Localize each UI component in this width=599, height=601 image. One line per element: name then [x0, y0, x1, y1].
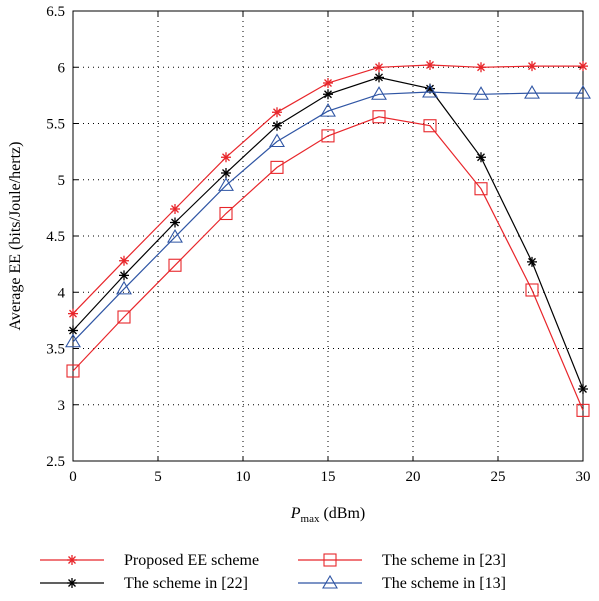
- series-line: [72, 76, 584, 390]
- data-point: [323, 78, 333, 88]
- data-point: [117, 310, 131, 324]
- data-point: [578, 384, 588, 394]
- y-tick-label: 5.5: [46, 117, 65, 133]
- data-point: [527, 256, 537, 267]
- series-line: [72, 116, 584, 411]
- axis-ticks: 0 5 10 15 20 25 30 2.5 3 3.5 4 4.5 5 5.5 6 6.5: [46, 4, 590, 485]
- data-point: [221, 152, 231, 163]
- y-tick-label: 5: [58, 173, 66, 189]
- y-tick-label: 2.5: [46, 454, 65, 470]
- y-tick-label: 3: [58, 398, 66, 414]
- data-point: [371, 86, 387, 100]
- x-tick-label: 0: [69, 469, 77, 485]
- data-point: [66, 364, 80, 378]
- legend-label: Proposed EE scheme: [124, 552, 259, 569]
- series-1: [68, 60, 588, 319]
- legend-marker: [322, 574, 338, 589]
- y-axis-label: Average EE (bits/Joule/hertz): [7, 142, 24, 331]
- legend-marker: [67, 578, 77, 588]
- data-point: [119, 255, 129, 266]
- data-point: [425, 60, 435, 70]
- series-layer: [65, 60, 591, 417]
- x-tick-label: 15: [321, 469, 336, 485]
- legend-label: The scheme in [22]: [124, 575, 248, 592]
- x-tick-label: 30: [576, 469, 591, 485]
- legend-marker: [323, 553, 337, 567]
- y-tick-label: 6.5: [46, 4, 65, 20]
- data-point: [476, 62, 486, 73]
- x-axis-label-unit: (dBm): [319, 505, 365, 522]
- data-point: [269, 133, 285, 148]
- data-point: [272, 120, 282, 131]
- data-point: [575, 85, 591, 99]
- data-point: [476, 152, 486, 163]
- data-point: [527, 61, 537, 72]
- data-point: [576, 403, 590, 417]
- data-point: [524, 85, 540, 99]
- series-line: [72, 91, 583, 343]
- data-point: [168, 258, 182, 272]
- y-tick-label: 6: [58, 60, 66, 76]
- x-axis-label-subscript: max: [301, 513, 320, 525]
- data-point: [473, 86, 489, 100]
- legend: Proposed EE scheme The scheme in [22] The …: [40, 552, 506, 592]
- data-point: [321, 129, 335, 143]
- data-point: [474, 182, 488, 196]
- legend-marker: [67, 555, 77, 565]
- data-point: [372, 110, 386, 124]
- data-point: [374, 72, 384, 83]
- y-tick-label: 4.5: [46, 229, 65, 245]
- x-axis-label-main: P: [290, 505, 301, 522]
- data-point: [270, 160, 284, 174]
- data-point: [219, 206, 233, 221]
- x-tick-label: 25: [491, 469, 506, 485]
- data-point: [119, 270, 129, 281]
- y-tick-label: 3.5: [46, 342, 65, 358]
- x-tick-label: 5: [154, 469, 162, 485]
- series-4: [65, 83, 591, 348]
- data-point: [525, 283, 539, 297]
- x-tick-label: 20: [406, 469, 421, 485]
- legend-entry: The scheme in [22]: [40, 575, 248, 592]
- data-point: [65, 333, 81, 348]
- series-2: [68, 72, 588, 394]
- data-point: [374, 62, 384, 73]
- data-point: [167, 229, 183, 243]
- data-point: [578, 61, 588, 72]
- legend-label: The scheme in [13]: [382, 575, 506, 592]
- legend-entry: The scheme in [13]: [298, 574, 506, 592]
- series-3: [66, 110, 590, 417]
- data-point: [170, 204, 180, 214]
- data-point: [116, 280, 132, 295]
- data-point: [272, 107, 282, 118]
- legend-entry: The scheme in [23]: [298, 552, 506, 569]
- data-point: [218, 177, 234, 191]
- y-tick-label: 4: [58, 285, 66, 301]
- data-point: [425, 83, 435, 94]
- x-tick-label: 10: [236, 469, 251, 485]
- data-point: [221, 168, 231, 178]
- data-point: [68, 308, 78, 319]
- data-point: [320, 103, 336, 117]
- data-point: [422, 83, 438, 98]
- legend-entry: Proposed EE scheme: [40, 552, 259, 569]
- data-point: [423, 119, 437, 133]
- data-point: [323, 89, 333, 100]
- x-axis-label: Pmax (dBm): [290, 505, 366, 525]
- data-point: [170, 217, 180, 228]
- legend-label: The scheme in [23]: [382, 552, 506, 569]
